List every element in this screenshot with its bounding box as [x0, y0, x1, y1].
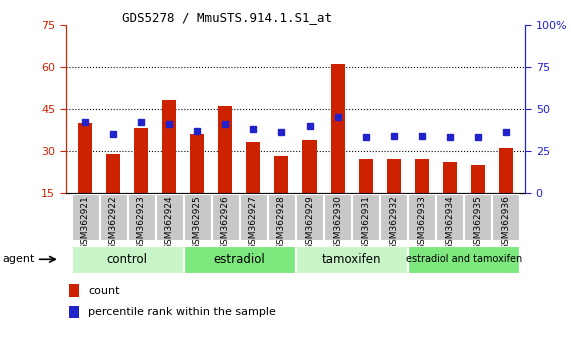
Bar	[268, 194, 295, 240]
Bar	[492, 194, 519, 240]
Bar	[408, 246, 519, 273]
Text: percentile rank within the sample: percentile rank within the sample	[88, 307, 276, 317]
Bar	[219, 106, 232, 193]
Text: GSM362929: GSM362929	[305, 195, 314, 250]
Text: GSM362927: GSM362927	[249, 195, 258, 250]
Text: GSM362933: GSM362933	[417, 195, 426, 250]
Bar	[72, 246, 183, 273]
Text: GSM362924: GSM362924	[165, 195, 174, 250]
Bar	[296, 246, 407, 273]
Bar	[162, 101, 176, 193]
Text: GSM362923: GSM362923	[137, 195, 146, 250]
Bar	[247, 142, 260, 193]
Bar	[240, 194, 267, 240]
Text: GSM362930: GSM362930	[333, 195, 342, 250]
Bar	[443, 162, 457, 193]
Text: GSM362921: GSM362921	[81, 195, 90, 250]
Bar	[100, 194, 127, 240]
Text: GSM362932: GSM362932	[389, 195, 398, 250]
Bar	[331, 64, 344, 193]
Bar	[303, 140, 316, 193]
Text: control: control	[107, 253, 148, 266]
Text: GDS5278 / MmuSTS.914.1.S1_at: GDS5278 / MmuSTS.914.1.S1_at	[122, 11, 332, 24]
Bar	[184, 194, 211, 240]
Text: count: count	[88, 286, 120, 296]
Bar	[128, 194, 155, 240]
Bar	[387, 159, 401, 193]
Text: GSM362925: GSM362925	[193, 195, 202, 250]
Text: GSM362922: GSM362922	[109, 195, 118, 250]
Bar	[436, 194, 463, 240]
Bar	[69, 284, 79, 297]
Text: estradiol and tamoxifen: estradiol and tamoxifen	[405, 254, 522, 264]
Bar	[296, 194, 323, 240]
Text: tamoxifen: tamoxifen	[322, 253, 381, 266]
Bar	[78, 123, 93, 193]
Bar	[156, 194, 183, 240]
Text: GSM362926: GSM362926	[221, 195, 230, 250]
Bar	[380, 194, 407, 240]
Bar	[184, 246, 295, 273]
Text: GSM362931: GSM362931	[361, 195, 370, 250]
Text: GSM362934: GSM362934	[445, 195, 454, 250]
Text: GSM362928: GSM362928	[277, 195, 286, 250]
Bar	[408, 194, 435, 240]
Bar	[352, 194, 379, 240]
Bar	[415, 159, 429, 193]
Bar	[190, 134, 204, 193]
Bar	[471, 165, 485, 193]
Bar	[69, 306, 79, 318]
Bar	[324, 194, 351, 240]
Text: GSM362936: GSM362936	[501, 195, 510, 250]
Bar	[212, 194, 239, 240]
Bar	[359, 159, 372, 193]
Bar	[498, 148, 513, 193]
Bar	[72, 194, 99, 240]
Bar	[134, 129, 148, 193]
Bar	[106, 154, 120, 193]
Bar	[275, 156, 288, 193]
Text: agent: agent	[3, 254, 35, 264]
Text: estradiol: estradiol	[214, 253, 266, 266]
Text: GSM362935: GSM362935	[473, 195, 482, 250]
Bar	[464, 194, 491, 240]
